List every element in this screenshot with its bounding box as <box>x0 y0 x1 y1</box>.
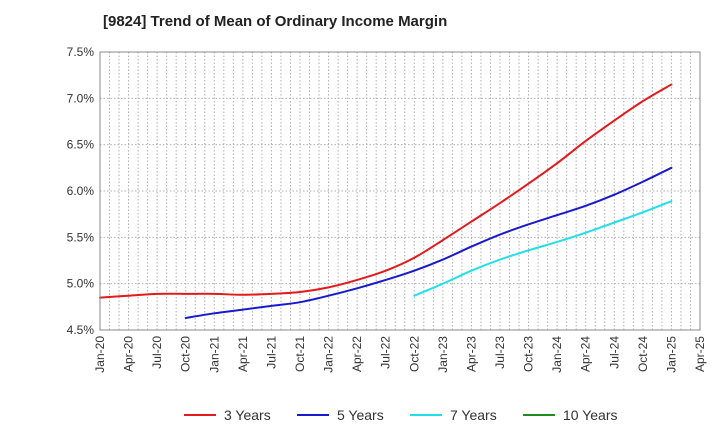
chart-title: [9824] Trend of Mean of Ordinary Income … <box>103 13 448 30</box>
x-tick-label: Oct-24 <box>636 336 650 372</box>
x-tick-label: Jan-23 <box>436 336 450 373</box>
x-tick-label: Jan-21 <box>207 336 221 373</box>
series-line-3-years <box>99 83 673 299</box>
y-tick-label: 5.0% <box>67 277 95 291</box>
y-tick-labels: 4.5% 5.0% 5.5% 6.0% 6.5% 7.0% 7.5% <box>67 45 95 337</box>
x-tick-label: Jul-20 <box>150 336 164 369</box>
x-tick-label: Oct-22 <box>407 336 421 372</box>
x-tick-label: Jan-20 <box>93 336 107 373</box>
y-tick-label: 6.5% <box>67 138 95 152</box>
y-tick-label: 7.5% <box>67 45 95 59</box>
x-tick-label: Oct-21 <box>293 336 307 372</box>
x-tick-label: Jan-24 <box>550 336 564 373</box>
plot-frame <box>99 51 701 331</box>
x-tick-label: Apr-21 <box>236 336 250 372</box>
y-tick-label: 4.5% <box>67 323 95 337</box>
series-line-7-years <box>413 200 673 297</box>
legend-label-10-years: 10 Years <box>563 407 618 423</box>
x-tick-label: Apr-22 <box>350 336 364 372</box>
x-tick-label: Jan-25 <box>664 336 678 373</box>
x-tick-label: Jan-22 <box>322 336 336 373</box>
legend-label-5-years: 5 Years <box>337 407 384 423</box>
series-line-5-years <box>184 166 673 319</box>
legend: 3 Years 5 Years 7 Years 10 Years <box>184 407 618 423</box>
y-tick-label: 7.0% <box>67 91 95 105</box>
x-tick-label: Apr-25 <box>693 336 707 372</box>
x-tick-label: Oct-20 <box>179 336 193 372</box>
series-lines <box>99 83 673 319</box>
grid-lines <box>100 52 700 330</box>
x-tick-label: Oct-23 <box>522 336 536 372</box>
y-tick-label: 6.0% <box>67 184 95 198</box>
x-tick-label: Apr-24 <box>579 336 593 372</box>
x-tick-label: Jul-24 <box>607 336 621 369</box>
x-tick-labels: Jan-20 Apr-20 Jul-20 Oct-20 Jan-21 Apr-21 Jul-… <box>93 336 707 373</box>
legend-label-7-years: 7 Years <box>450 407 497 423</box>
x-tick-label: Jul-22 <box>379 336 393 369</box>
x-tick-label: Jul-21 <box>264 336 278 369</box>
x-tick-label: Apr-20 <box>122 336 136 372</box>
x-tick-label: Jul-23 <box>493 336 507 369</box>
x-tick-label: Apr-23 <box>464 336 478 372</box>
legend-label-3-years: 3 Years <box>224 407 271 423</box>
y-tick-label: 5.5% <box>67 230 95 244</box>
